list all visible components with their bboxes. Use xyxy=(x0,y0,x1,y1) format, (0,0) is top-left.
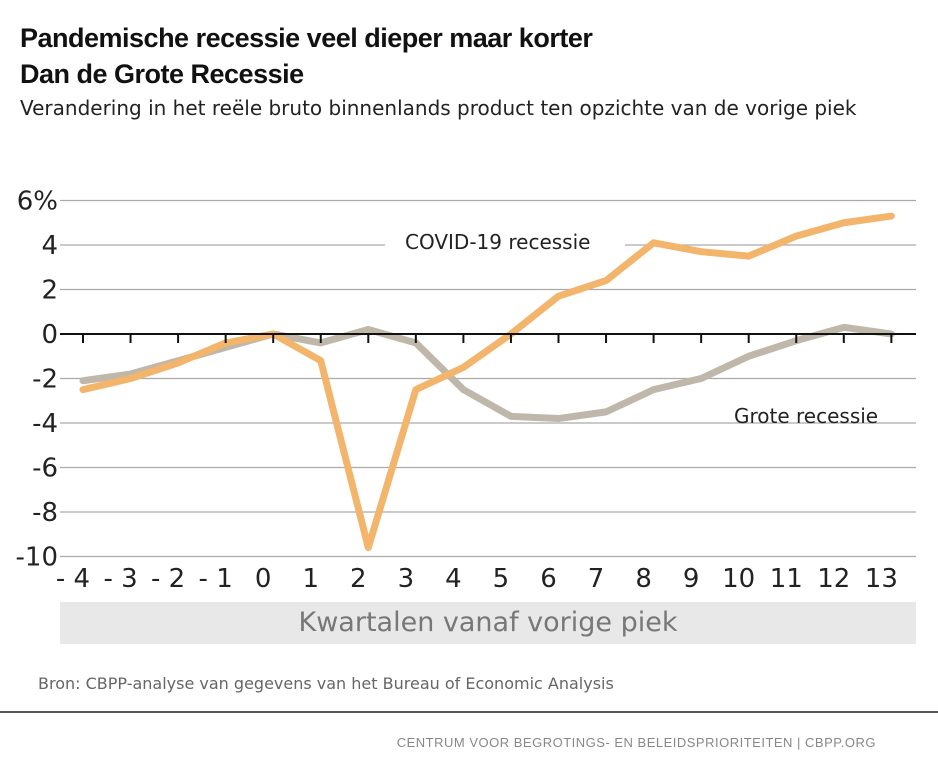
footer-credit: CENTRUM VOOR BEGROTINGS- EN BELEIDSPRIOR… xyxy=(396,735,876,750)
y-tick-label: 0 xyxy=(41,320,58,350)
x-tick-label: 3 xyxy=(398,564,415,594)
y-tick-label: -6 xyxy=(32,454,58,484)
series-line-covid xyxy=(79,212,895,552)
x-tick-label: 4 xyxy=(445,564,462,594)
x-tick-label: 9 xyxy=(683,564,700,594)
x-tick-label: 1 xyxy=(302,564,319,594)
x-tick-label: 7 xyxy=(588,564,605,594)
x-tick-label: 12 xyxy=(817,564,850,594)
x-tick-label: 6 xyxy=(540,564,557,594)
x-tick-label: 5 xyxy=(493,564,510,594)
series-label-covid: COVID-19 recessie xyxy=(405,230,590,254)
y-tick-label: -10 xyxy=(16,543,58,573)
x-tick-label: 8 xyxy=(635,564,652,594)
chart-title: Pandemische recessie veel dieper maar ko… xyxy=(20,20,593,92)
x-tick-label: 2 xyxy=(350,564,367,594)
series-label-bg xyxy=(712,400,902,422)
y-tick-label: -4 xyxy=(32,409,58,439)
x-axis-label: Kwartalen vanaf vorige piek xyxy=(60,602,916,644)
series-label-great: Grote recessie xyxy=(734,404,878,428)
y-tick-label: 6% xyxy=(17,187,58,217)
x-tick-label: - 2 xyxy=(151,564,185,594)
x-tick-label: - 3 xyxy=(103,564,137,594)
x-tick-label: 11 xyxy=(770,564,803,594)
x-tick-label: 13 xyxy=(865,564,898,594)
source-note: Bron: CBPP-analyse van gegevens van het … xyxy=(38,674,614,693)
divider xyxy=(0,711,938,713)
y-tick-label: -8 xyxy=(32,498,58,528)
y-tick-label: -2 xyxy=(32,365,58,395)
title-line-1: Pandemische recessie veel dieper maar ko… xyxy=(20,23,593,53)
series-label-bg xyxy=(385,226,625,260)
x-tick-label: - 1 xyxy=(199,564,233,594)
title-line-2: Dan de Grote Recessie xyxy=(20,59,304,89)
x-tick-label: 10 xyxy=(722,564,755,594)
x-tick-label: - 4 xyxy=(56,564,90,594)
y-tick-label: 4 xyxy=(41,231,58,261)
y-tick-label: 2 xyxy=(41,276,58,306)
line-chart: 6% 4 2 0 -2 -4 -6 -8 -10 COVID-19 recessie Grote r… xyxy=(16,187,916,594)
x-tick-label: 0 xyxy=(255,564,272,594)
chart-subtitle: Verandering in het reële bruto binnenlan… xyxy=(20,96,857,120)
